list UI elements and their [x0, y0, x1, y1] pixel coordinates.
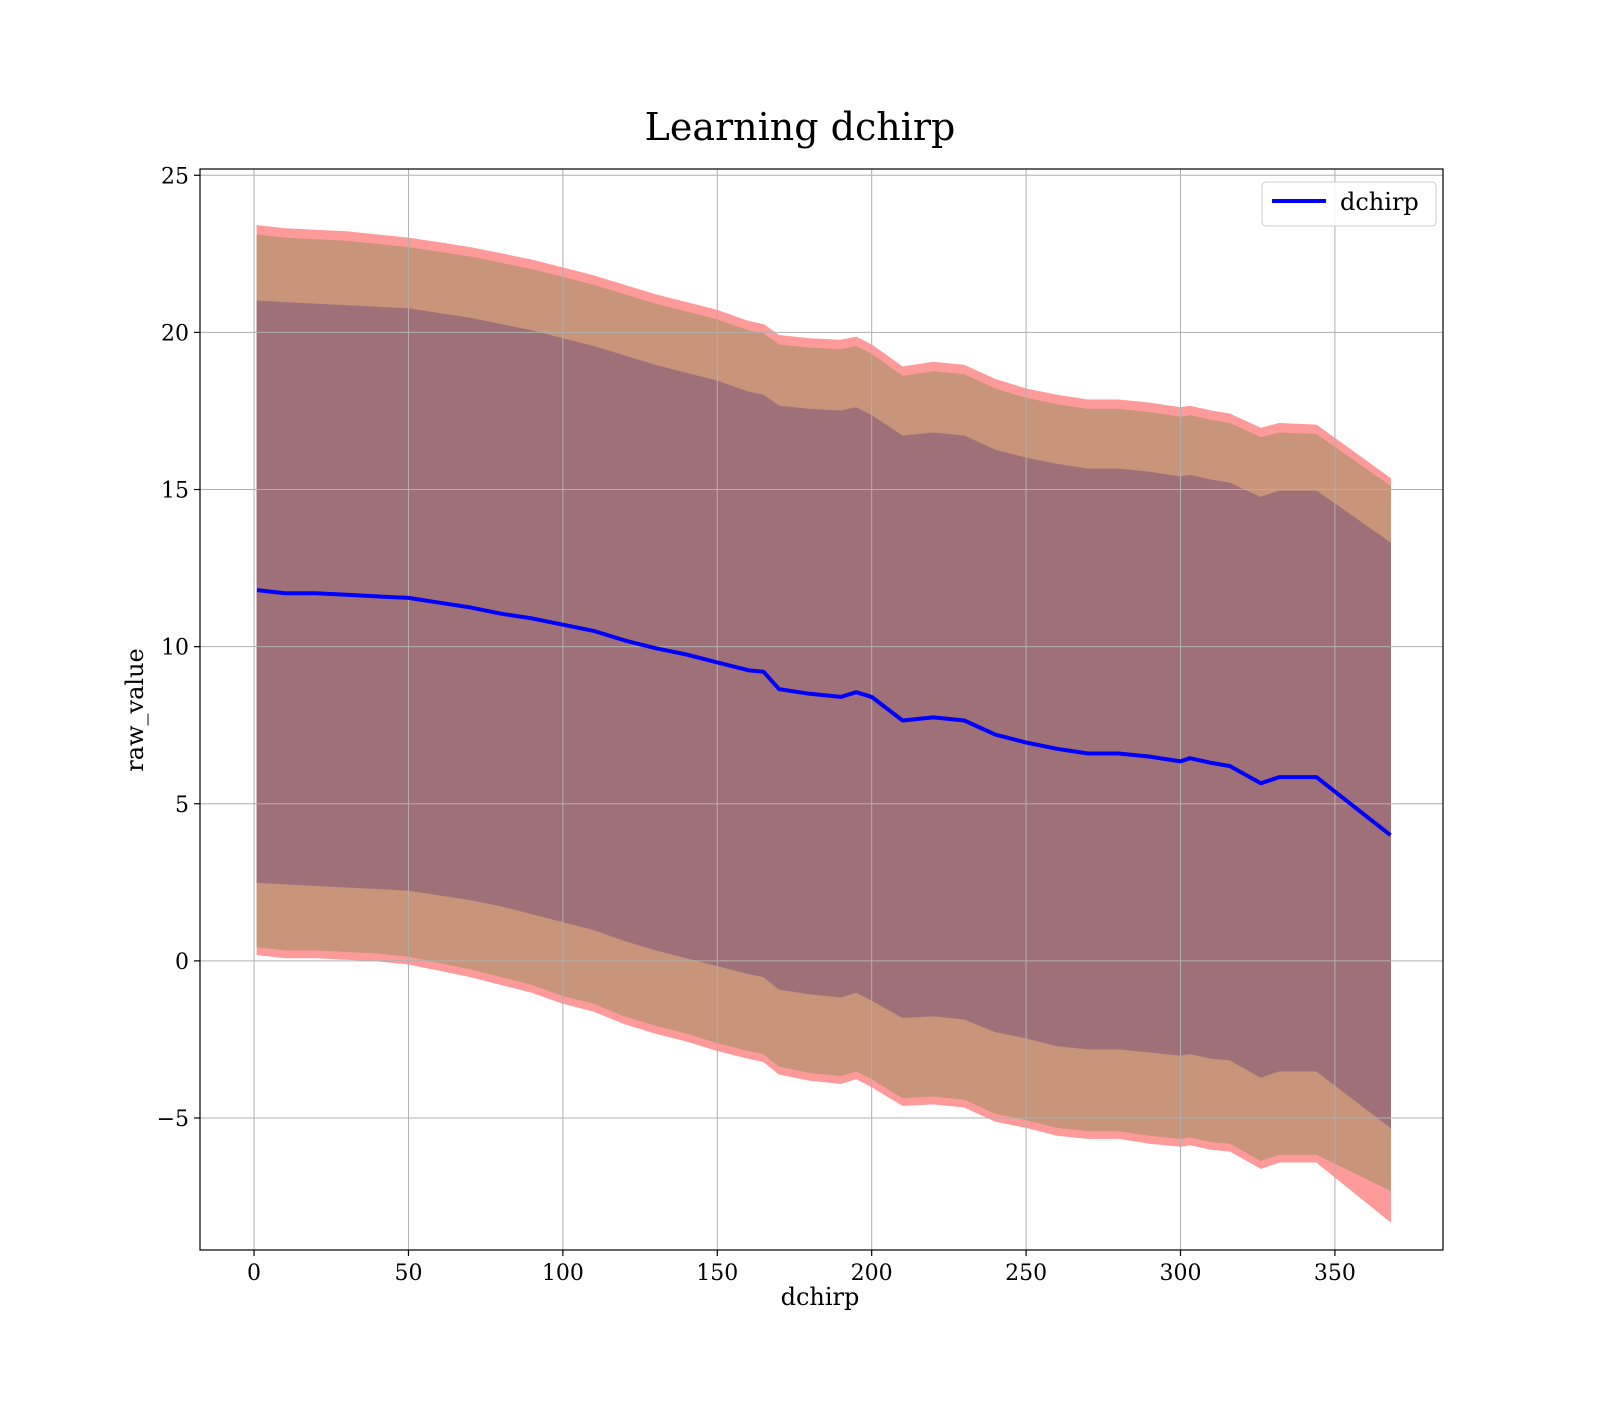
y-tick-label: 15 — [161, 479, 189, 504]
x-tick-label: 150 — [696, 1261, 738, 1286]
x-tick-label: 250 — [1005, 1261, 1047, 1286]
y-tick-label: 0 — [175, 950, 189, 975]
x-axis-label: dchirp — [781, 1283, 860, 1311]
y-tick-label: −5 — [157, 1107, 189, 1132]
series-lines — [256, 588, 1392, 837]
y-tick-label: 20 — [161, 321, 189, 346]
y-tick-label: 5 — [175, 793, 189, 818]
y-tick-label: 25 — [161, 164, 189, 189]
x-tick-label: 100 — [542, 1261, 584, 1286]
confidence-bands — [256, 225, 1391, 1223]
x-axis-ticks: 0 50 100 150 200 250 300 350 — [247, 1250, 1356, 1286]
y-axis-label: raw_value — [121, 648, 149, 772]
legend-label-dchirp: dchirp — [1340, 188, 1419, 216]
x-tick-label: 300 — [1160, 1261, 1202, 1286]
plot-frame — [199, 168, 1444, 1251]
x-tick-label: 200 — [851, 1261, 893, 1286]
band-inner — [256, 300, 1391, 1129]
chart-title: Learning dchirp — [645, 105, 956, 149]
x-tick-label: 350 — [1314, 1261, 1356, 1286]
legend-box — [1261, 181, 1437, 227]
x-tick-label: 0 — [247, 1261, 261, 1286]
y-axis-ticks: −5 0 5 10 15 20 25 — [157, 164, 200, 1132]
grid-lines — [200, 169, 1443, 1250]
legend: dchirp — [1261, 181, 1437, 227]
series-line-dchirp — [256, 588, 1392, 837]
x-tick-label: 50 — [394, 1261, 422, 1286]
y-tick-label: 10 — [161, 636, 189, 661]
